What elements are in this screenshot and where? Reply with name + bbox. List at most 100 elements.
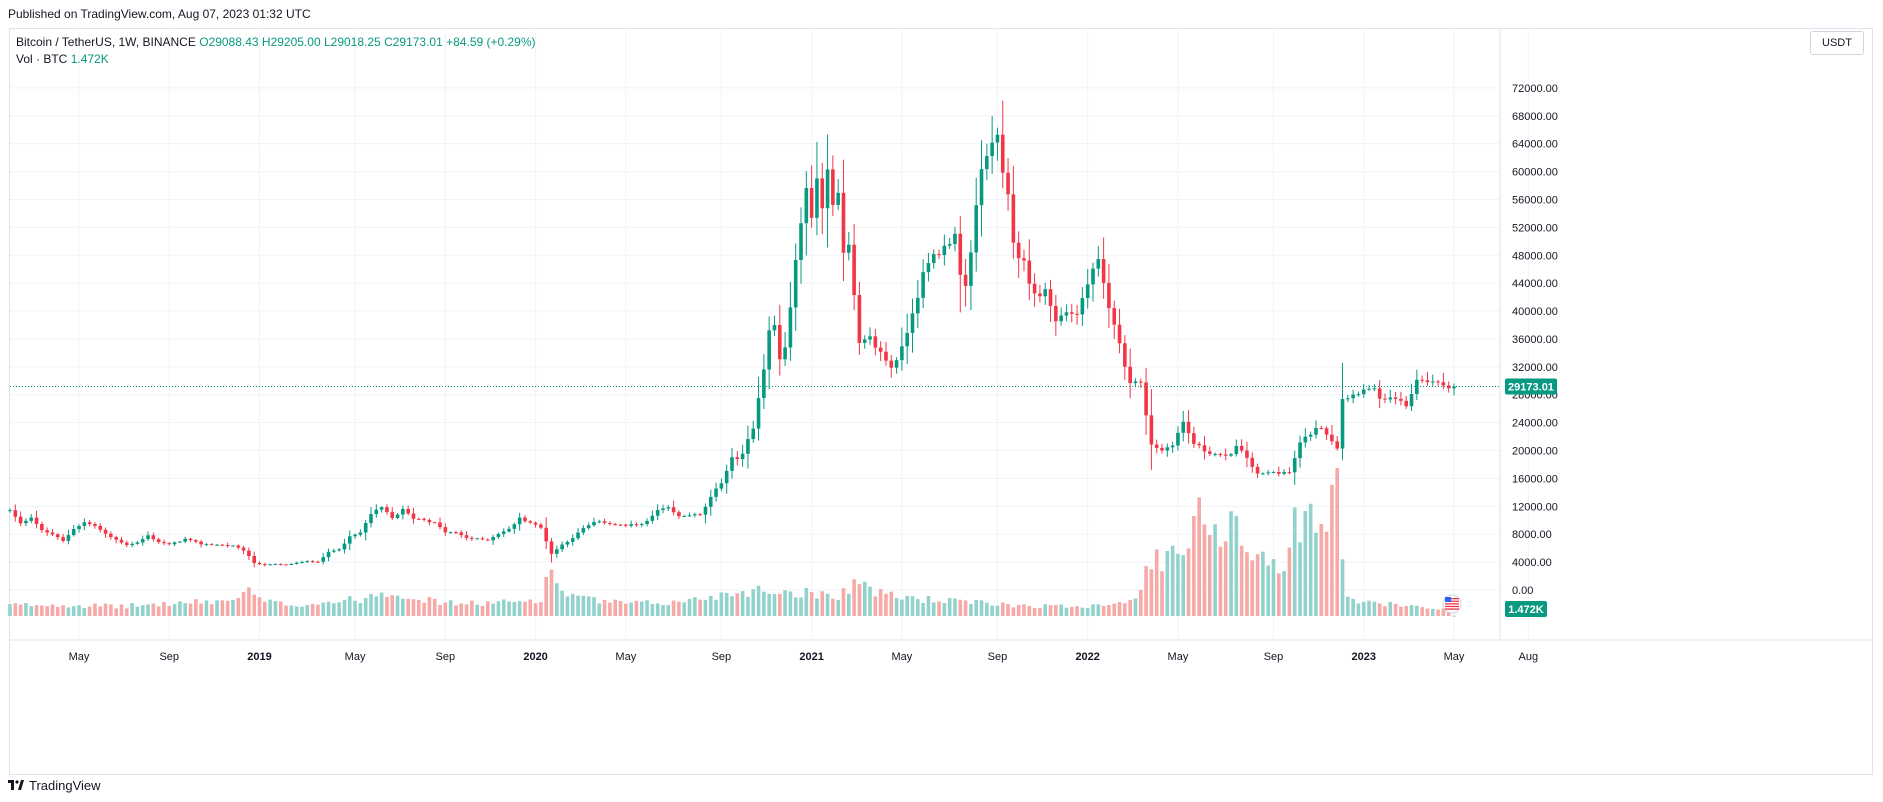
candle-body xyxy=(1351,394,1355,399)
volume-bar xyxy=(29,606,34,616)
candle-body xyxy=(225,545,230,547)
candle-body xyxy=(1101,259,1106,283)
volume-bar xyxy=(464,604,469,616)
candle-body xyxy=(931,254,936,264)
volume-bar xyxy=(231,599,235,616)
candle-body xyxy=(475,538,479,540)
candle-body xyxy=(1271,472,1276,474)
candle-body xyxy=(1138,381,1143,383)
volume-bar xyxy=(528,599,533,616)
volume-bar xyxy=(491,603,495,616)
candle-body xyxy=(666,507,671,509)
volume-bar xyxy=(682,602,687,616)
volume-bar xyxy=(1133,598,1138,616)
candle-body xyxy=(93,523,97,526)
candle-body xyxy=(544,527,548,542)
candle-body xyxy=(485,539,490,541)
volume-bar xyxy=(990,605,994,616)
symbol-label[interactable]: Bitcoin / TetherUS, 1W, BINANCE xyxy=(16,35,196,49)
currency-button[interactable]: USDT xyxy=(1810,31,1864,55)
time-tick-label: May xyxy=(69,651,90,663)
candle-body xyxy=(1064,312,1069,316)
volume-bar xyxy=(586,596,591,616)
candle-body xyxy=(724,470,729,484)
volume-bar xyxy=(1377,603,1382,616)
volume-bar xyxy=(109,604,113,616)
candle-body xyxy=(241,547,246,551)
time-tick-label: 2022 xyxy=(1075,651,1099,663)
candle-body xyxy=(1340,399,1345,449)
volume-bar xyxy=(379,592,384,616)
candle-body xyxy=(231,545,235,547)
volume-bar xyxy=(1298,542,1302,616)
candle-body xyxy=(517,517,522,525)
candle-body xyxy=(470,537,474,539)
candle-body xyxy=(1123,343,1127,367)
volume-bar xyxy=(1441,608,1446,616)
volume-bar xyxy=(751,589,756,616)
candle-body xyxy=(560,544,564,550)
candle-body xyxy=(528,521,533,523)
volume-bar xyxy=(501,599,506,616)
candle-body xyxy=(263,564,267,566)
volume-bar xyxy=(708,595,713,616)
candle-body xyxy=(634,524,639,526)
volume-bar xyxy=(353,600,357,616)
last-volume-badge: 1.472K xyxy=(1505,601,1547,617)
volume-bar xyxy=(470,600,474,616)
candle-body xyxy=(570,538,575,542)
volume-bar xyxy=(1250,560,1255,616)
volume-bar xyxy=(788,591,793,616)
volume-bar xyxy=(289,605,294,616)
candle-body xyxy=(34,517,39,525)
volume-bar xyxy=(799,597,803,616)
volume-bar xyxy=(257,597,262,616)
volume-bar xyxy=(146,604,150,616)
candle-body xyxy=(119,539,124,543)
volume-bar xyxy=(560,590,564,616)
price-tick-label: 64000.00 xyxy=(1512,139,1558,151)
volume-bar xyxy=(252,594,257,616)
volume-bar xyxy=(1170,545,1175,616)
candle-body xyxy=(740,453,745,460)
time-tick-label: Aug xyxy=(1519,651,1539,663)
candle-body xyxy=(836,192,840,205)
candle-body xyxy=(82,522,87,526)
candle-body xyxy=(1261,473,1265,475)
candle-body xyxy=(1430,381,1435,383)
volume-bar xyxy=(889,591,894,616)
volume-bar xyxy=(1393,603,1398,616)
price-tick-label: 16000.00 xyxy=(1512,473,1558,485)
volume-bar xyxy=(555,583,559,616)
volume-bar xyxy=(581,595,586,616)
volume-label[interactable]: Vol · BTC xyxy=(16,52,68,66)
chart-panel[interactable] xyxy=(9,28,1873,775)
candle-body xyxy=(592,522,596,526)
volume-bar xyxy=(188,603,193,616)
candle-body xyxy=(167,543,172,545)
candle-body xyxy=(862,339,867,343)
volume-bar xyxy=(730,596,734,616)
candle-body xyxy=(815,178,819,218)
candle-body xyxy=(55,534,60,538)
candle-body xyxy=(401,508,405,515)
price-tick-label: 0.00 xyxy=(1512,585,1533,597)
volume-bar xyxy=(1197,497,1201,616)
candle-body xyxy=(305,561,310,563)
volume-bar xyxy=(1016,604,1021,616)
volume-bar xyxy=(119,604,124,616)
volume-bar xyxy=(369,593,373,616)
volume-bar xyxy=(1176,553,1180,616)
volume-bar xyxy=(1138,589,1143,616)
candle-body xyxy=(1096,259,1101,269)
volume-bar xyxy=(1112,603,1117,616)
candle-body xyxy=(1054,305,1058,322)
candle-body xyxy=(1404,400,1409,407)
candle-body xyxy=(448,532,453,534)
volume-bar xyxy=(937,601,941,616)
volume-bar xyxy=(772,593,777,616)
volume-bar xyxy=(1000,602,1005,616)
candle-body xyxy=(363,523,368,533)
candle-body xyxy=(215,544,219,546)
